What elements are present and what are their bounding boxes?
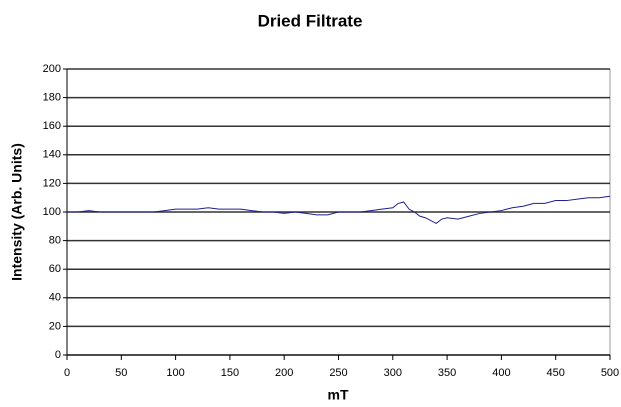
y-tick-label: 120 [43, 177, 61, 189]
x-tick-label: 450 [547, 367, 565, 379]
y-tick-label: 60 [49, 263, 61, 275]
x-tick-label: 400 [492, 367, 510, 379]
y-tick-label: 40 [49, 292, 61, 304]
y-tick-label: 180 [43, 92, 61, 104]
data-line [67, 195, 611, 225]
x-tick-label: 50 [115, 367, 127, 379]
y-tick-label: 0 [55, 349, 61, 361]
x-tick-label: 0 [64, 367, 70, 379]
x-tick-label: 350 [438, 367, 456, 379]
y-tick-label: 80 [49, 235, 61, 247]
x-tick-label: 250 [329, 367, 347, 379]
chart-title: Dried Filtrate [258, 11, 363, 30]
x-tick-label: 150 [221, 367, 239, 379]
y-tick-label: 20 [49, 320, 61, 332]
y-axis-label: Intensity (Arb. Units) [9, 143, 25, 281]
x-tick-label: 300 [384, 367, 402, 379]
x-tick-label: 200 [275, 367, 293, 379]
x-axis-label: mT [328, 387, 349, 403]
y-tick-label: 100 [43, 206, 61, 218]
y-tick-label: 140 [43, 149, 61, 161]
x-tick-label: 100 [166, 367, 184, 379]
y-tick-label: 200 [43, 63, 61, 75]
x-tick-label: 500 [601, 367, 619, 379]
y-tick-label: 160 [43, 120, 61, 132]
